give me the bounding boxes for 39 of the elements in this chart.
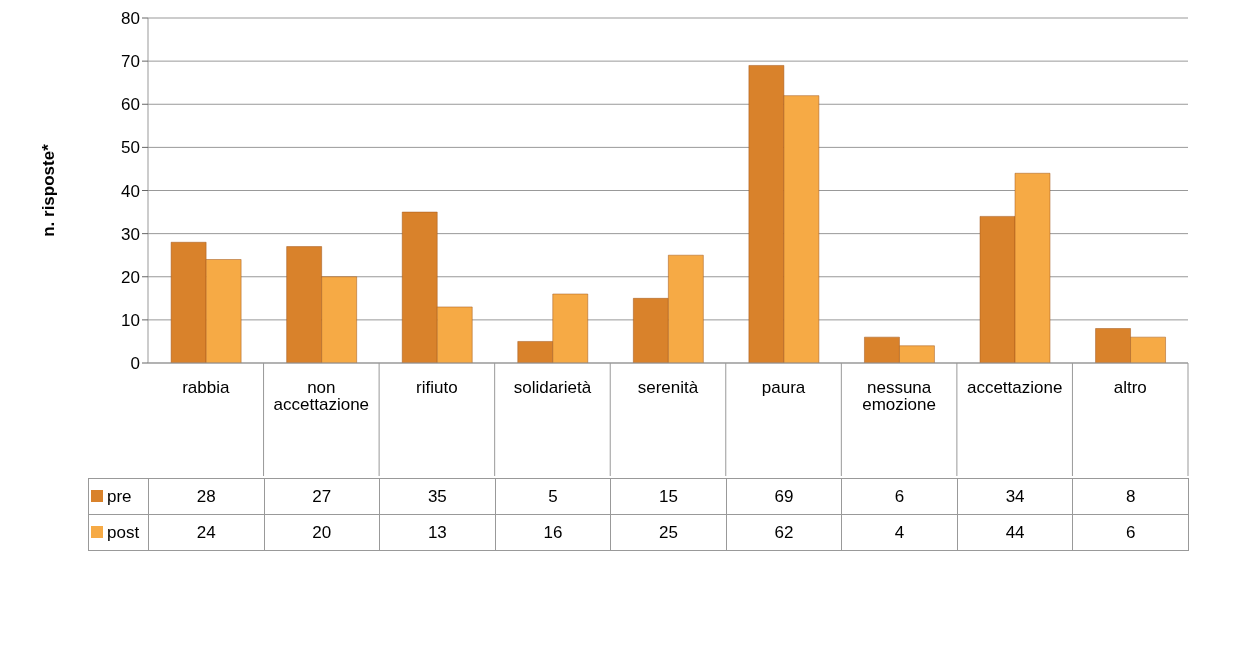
y-tick-label: 70 bbox=[121, 52, 140, 72]
y-tick-label: 40 bbox=[121, 181, 140, 201]
y-tick-label: 50 bbox=[121, 138, 140, 158]
data-label: 5 bbox=[495, 478, 611, 515]
x-tick-label: paura bbox=[761, 378, 806, 398]
data-label: 44 bbox=[957, 514, 1073, 551]
data-label: 62 bbox=[726, 514, 842, 551]
data-label: 35 bbox=[379, 478, 496, 515]
data-label: 34 bbox=[957, 478, 1073, 515]
data-label: 24 bbox=[148, 514, 265, 551]
y-tick-label: 80 bbox=[121, 9, 140, 29]
x-tick-label: solidarietà bbox=[513, 378, 592, 398]
y-tick-label: 0 bbox=[130, 354, 140, 374]
data-label: 28 bbox=[148, 478, 265, 515]
data-label: 6 bbox=[841, 478, 958, 515]
x-tick-label: rabbia bbox=[182, 378, 230, 398]
y-tick-label: 20 bbox=[121, 267, 140, 287]
data-label: 16 bbox=[495, 514, 611, 551]
data-label: 25 bbox=[610, 514, 727, 551]
y-tick-label: 10 bbox=[121, 310, 140, 330]
x-tick-label: nessuna emozione bbox=[862, 378, 936, 415]
x-tick-label: serenità bbox=[637, 378, 699, 398]
data-label: 20 bbox=[264, 514, 380, 551]
data-label: 8 bbox=[1072, 478, 1189, 515]
y-tick-label: 30 bbox=[121, 224, 140, 244]
legend-label: pre bbox=[88, 478, 149, 515]
y-axis-title: n. risposte* bbox=[39, 143, 59, 237]
data-label: 69 bbox=[726, 478, 842, 515]
data-label: 27 bbox=[264, 478, 380, 515]
data-label: 6 bbox=[1072, 514, 1189, 551]
data-label: 15 bbox=[610, 478, 727, 515]
x-tick-label: rifiuto bbox=[416, 378, 458, 398]
x-tick-label: accettazione bbox=[966, 378, 1063, 398]
x-tick-label: non accettazione bbox=[273, 378, 370, 415]
x-tick-label: altro bbox=[1113, 378, 1147, 398]
data-label: 4 bbox=[841, 514, 958, 551]
data-label: 13 bbox=[379, 514, 496, 551]
y-tick-label: 60 bbox=[121, 95, 140, 115]
legend-label: post bbox=[88, 514, 149, 551]
